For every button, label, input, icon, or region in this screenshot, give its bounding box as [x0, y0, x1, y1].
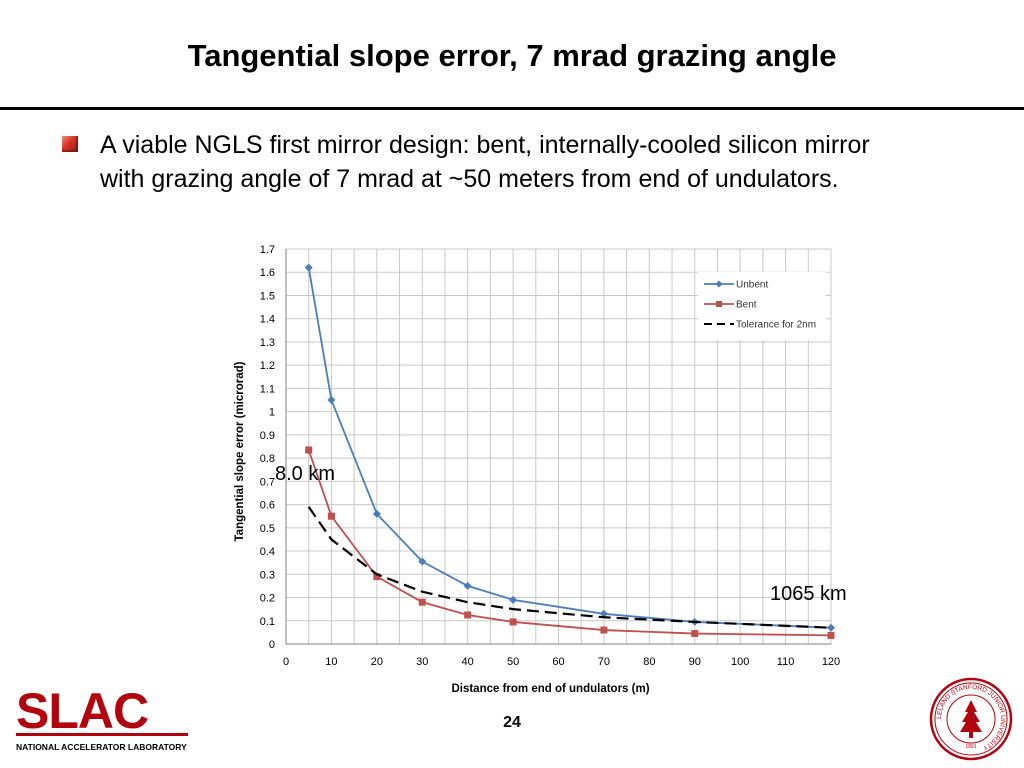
bent-point: [691, 630, 699, 638]
logo-wordmark: SLAC: [16, 686, 148, 739]
x-tick-label: 10: [325, 656, 337, 668]
bent-point: [305, 446, 313, 454]
x-tick-label: 30: [416, 656, 428, 668]
y-tick-label: 0.5: [260, 523, 275, 535]
y-tick-label: 0: [269, 639, 275, 651]
y-tick-label: 0.7: [260, 476, 275, 488]
y-tick-label: 1.7: [260, 244, 275, 256]
x-tick-label: 120: [822, 656, 840, 668]
unbent-point: [827, 623, 835, 632]
annotation-right: 1065 km: [770, 583, 847, 605]
y-tick-label: 1.6: [260, 267, 275, 279]
stanford-seal-graphic: LELAND STANFORD JUNIOR UNIVERSITY 1891: [929, 677, 1013, 761]
unbent-point: [509, 595, 518, 604]
slide-title: Tangential slope error, 7 mrad grazing a…: [187, 38, 837, 73]
slac-logo: SLAC NATIONAL ACCELERATOR LABORATORY: [14, 683, 204, 761]
y-tick-label: 0.9: [260, 430, 275, 442]
legend-marker: [716, 301, 722, 307]
bent-point: [464, 611, 472, 619]
bent-point: [327, 512, 335, 520]
legend-label: Bent: [736, 300, 757, 311]
unbent-point: [418, 557, 427, 566]
legend-label: Tolerance for 2nm: [736, 320, 816, 331]
y-tick-label: 0.4: [260, 546, 275, 558]
bent-point: [827, 631, 835, 639]
x-tick-label: 110: [777, 656, 795, 668]
page-number: 24: [503, 714, 521, 731]
seal-year: 1891: [965, 744, 976, 750]
legend-marker: [715, 280, 723, 288]
chart-svg: 0 10 20 30 40 50 60 70 80 90 100 110 120 0 0.1 0.2 0.3 0.…: [234, 244, 840, 695]
y-axis-title: Tangential slope error (microrad): [234, 361, 246, 541]
y-tick-label: 1.4: [260, 314, 275, 326]
unbent-point: [304, 263, 313, 272]
x-tick-label: 70: [598, 656, 610, 668]
x-tick-label: 20: [371, 656, 383, 668]
unbent-point: [599, 609, 608, 618]
seal-inner-ring: [946, 694, 996, 744]
bent-point: [509, 618, 517, 626]
bent-point: [373, 573, 381, 581]
x-tick-label: 90: [689, 656, 701, 668]
y-tick-label: 0.3: [260, 569, 275, 581]
annotation-left: 8.0 km: [275, 463, 336, 485]
bullet-square-icon: [62, 136, 78, 152]
x-tick-label: 0: [283, 656, 289, 668]
y-tick-label: 1.5: [260, 290, 275, 302]
legend-label: Unbent: [736, 280, 768, 291]
seal-mid-ring: [934, 682, 1008, 756]
y-tick-label: 0.8: [260, 453, 275, 465]
seal-tree-icon: [960, 700, 982, 732]
y-tick-label: 1: [269, 407, 275, 419]
series-line-tolerance-for-2nm: [307, 506, 832, 629]
x-tick-label: 80: [643, 656, 655, 668]
y-tick-label: 0.1: [260, 616, 275, 628]
x-tick-label: 100: [731, 656, 749, 668]
bent-point: [600, 626, 608, 634]
x-axis-title: Distance from end of undulators (m): [451, 683, 649, 695]
stanford-seal: LELAND STANFORD JUNIOR UNIVERSITY 1891: [928, 676, 1014, 767]
bullet-text: A viable NGLS first mirror design: bent,…: [100, 131, 870, 193]
y-tick-label: 1.1: [260, 383, 275, 395]
x-tick-label: 40: [462, 656, 474, 668]
unbent-point: [463, 581, 472, 590]
unbent-point: [372, 509, 381, 518]
title-divider: [0, 107, 1024, 110]
slac-logo-graphic: SLAC NATIONAL ACCELERATOR LABORATORY: [16, 683, 188, 752]
y-tick-label: 1.2: [260, 360, 275, 372]
unbent-point: [327, 396, 336, 405]
bent-point: [418, 598, 426, 606]
seal-tree-trunk: [969, 732, 973, 738]
logo-underline: [16, 733, 188, 736]
logo-subtext: NATIONAL ACCELERATOR LABORATORY: [16, 742, 187, 752]
y-tick-label: 0.6: [260, 500, 275, 512]
x-tick-label: 50: [507, 656, 519, 668]
x-tick-label: 60: [552, 656, 564, 668]
slope-error-chart: 0 10 20 30 40 50 60 70 80 90 100 110 120 0 0.1 0.2 0.3 0.…: [228, 236, 848, 711]
y-tick-label: 1.3: [260, 337, 275, 349]
seal-outer-ring: [929, 677, 1013, 761]
y-tick-label: 0.2: [260, 593, 275, 605]
